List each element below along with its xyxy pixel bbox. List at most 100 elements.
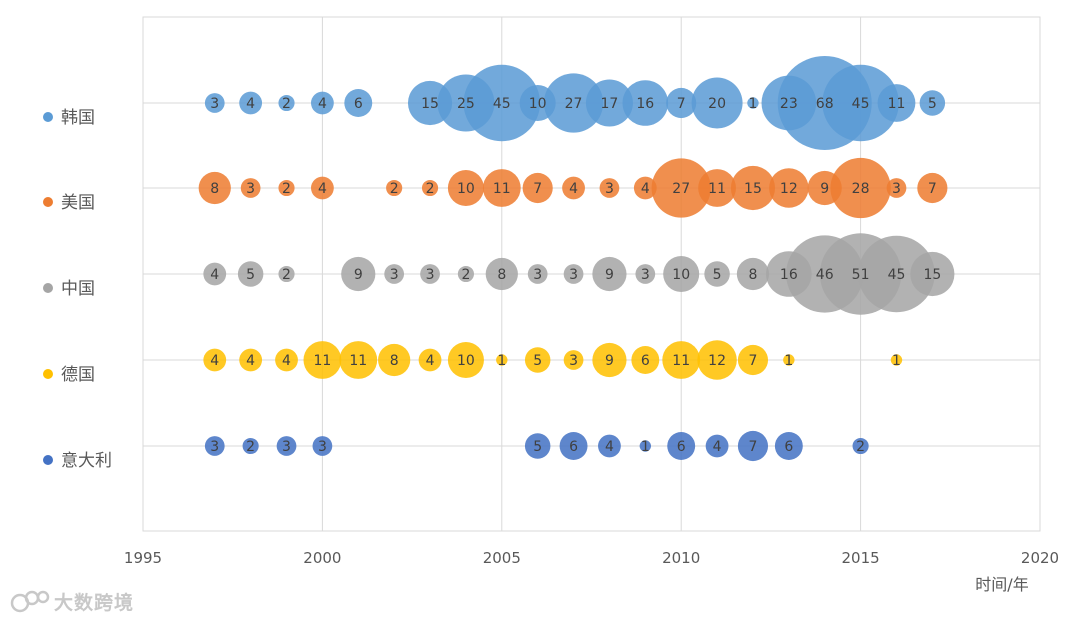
bubble bbox=[559, 432, 588, 460]
bubble-label: 3 bbox=[318, 439, 327, 455]
bubble-label: 8 bbox=[497, 267, 506, 283]
bubble-label: 3 bbox=[569, 267, 578, 283]
bubble bbox=[485, 257, 518, 291]
bubble-label: 11 bbox=[313, 353, 331, 369]
bubble bbox=[239, 348, 263, 372]
watermark-logo-icon bbox=[10, 590, 50, 612]
bubble-label: 4 bbox=[318, 181, 327, 197]
bubble-label: 15 bbox=[421, 96, 439, 112]
bubble-label: 7 bbox=[748, 353, 757, 369]
bubble bbox=[278, 179, 295, 197]
bubble-label: 3 bbox=[641, 267, 650, 283]
bubble bbox=[524, 433, 551, 459]
bubble-label: 45 bbox=[852, 96, 870, 112]
bubble-label: 6 bbox=[677, 439, 686, 455]
bubble bbox=[198, 171, 231, 205]
bubble bbox=[378, 343, 411, 377]
bubble bbox=[240, 178, 261, 198]
bubble-label: 23 bbox=[780, 96, 798, 112]
bubble bbox=[769, 168, 809, 208]
bubble bbox=[203, 348, 227, 372]
legend-label: 德国 bbox=[61, 365, 95, 385]
bubble bbox=[830, 157, 891, 219]
bubble-label: 16 bbox=[636, 96, 654, 112]
bubble bbox=[822, 64, 899, 142]
bubble bbox=[737, 430, 769, 462]
bubble bbox=[237, 261, 264, 287]
bubble-label: 68 bbox=[816, 96, 834, 112]
watermark-text: 大数跨境 bbox=[54, 592, 135, 614]
bubble-label: 3 bbox=[210, 439, 219, 455]
x-tick-label: 1995 bbox=[124, 549, 162, 567]
x-tick-label: 2015 bbox=[842, 549, 880, 567]
bubble bbox=[666, 87, 697, 119]
bubble-label: 4 bbox=[246, 96, 255, 112]
legend-marker bbox=[43, 455, 53, 465]
bubble bbox=[386, 179, 403, 197]
series-1: 8 3 2 4 2 2 10 11 7 4 3 4 27 11 15 12 9 28 3 7 bbox=[198, 157, 948, 219]
bubble bbox=[651, 158, 711, 218]
bubble bbox=[457, 265, 474, 283]
bubble bbox=[543, 73, 604, 133]
x-tick-label: 2005 bbox=[483, 549, 521, 567]
bubble bbox=[522, 172, 553, 204]
bubble bbox=[563, 350, 584, 370]
bubble-label: 9 bbox=[354, 267, 363, 283]
bubble-label: 11 bbox=[493, 181, 511, 197]
bubble bbox=[275, 348, 298, 372]
bubble bbox=[420, 264, 440, 284]
bubble-label: 4 bbox=[210, 353, 219, 369]
bubble-label: 8 bbox=[748, 267, 757, 283]
bubble bbox=[278, 265, 295, 283]
bubble bbox=[747, 97, 759, 109]
legend-label: 意大利 bbox=[61, 451, 112, 471]
bubble-label: 1 bbox=[892, 353, 901, 369]
bubble-label: 10 bbox=[457, 181, 475, 197]
bubble bbox=[635, 264, 656, 284]
bubble-label: 11 bbox=[888, 96, 906, 112]
bubble-label: 1 bbox=[641, 439, 650, 455]
bubble-label: 2 bbox=[426, 181, 435, 197]
legend-label: 韩国 bbox=[61, 108, 95, 128]
bubble-label: 2 bbox=[282, 181, 291, 197]
bubble-label: 8 bbox=[390, 353, 399, 369]
x-tick-label: 2020 bbox=[1021, 549, 1059, 567]
bubble-label: 12 bbox=[780, 181, 798, 197]
bubble bbox=[482, 169, 521, 207]
bubble-label: 28 bbox=[852, 181, 870, 197]
bubble-label: 51 bbox=[852, 267, 870, 283]
bubble bbox=[311, 91, 334, 115]
bubble-label: 6 bbox=[784, 439, 793, 455]
bubble bbox=[858, 235, 935, 313]
bubble bbox=[919, 90, 946, 116]
bubble-label: 5 bbox=[713, 267, 722, 283]
bubble-label: 11 bbox=[349, 353, 367, 369]
legend-marker bbox=[43, 369, 53, 379]
watermark: 大数跨境 bbox=[10, 588, 134, 615]
bubble-label: 16 bbox=[780, 267, 798, 283]
bubbles: 3 4 2 4 6 15 25 45 10 27 17 16 7 20 1 23 68 45 11 58 3 2 4 2 2 10… bbox=[198, 55, 955, 462]
bubble-label: 2 bbox=[282, 96, 291, 112]
series-3: 4 4 4 11 11 8 4 10 1 5 3 9 6 11 12 7 1 1 bbox=[203, 340, 903, 380]
x-axis-label: 时间/年 bbox=[975, 575, 1028, 594]
bubble-label: 4 bbox=[210, 267, 219, 283]
bubble-label: 3 bbox=[892, 181, 901, 197]
bubble bbox=[691, 77, 743, 129]
bubble-label: 12 bbox=[708, 353, 726, 369]
bubble-label: 27 bbox=[672, 181, 690, 197]
bubble-label: 3 bbox=[246, 181, 255, 197]
bubble bbox=[463, 64, 541, 142]
bubble bbox=[239, 91, 263, 115]
bubble-label: 20 bbox=[708, 96, 726, 112]
bubble bbox=[633, 176, 657, 200]
bubble bbox=[783, 354, 795, 366]
bubble bbox=[303, 341, 342, 379]
series-4: 3 2 3 3 5 6 4 1 6 4 7 6 2 bbox=[204, 430, 869, 462]
bubble-label: 4 bbox=[605, 439, 614, 455]
bubble bbox=[730, 165, 776, 211]
bubble bbox=[203, 262, 227, 286]
bubble-label: 3 bbox=[390, 267, 399, 283]
bubble bbox=[737, 344, 769, 376]
bubble-label: 10 bbox=[457, 353, 475, 369]
bubble-label: 7 bbox=[928, 181, 937, 197]
